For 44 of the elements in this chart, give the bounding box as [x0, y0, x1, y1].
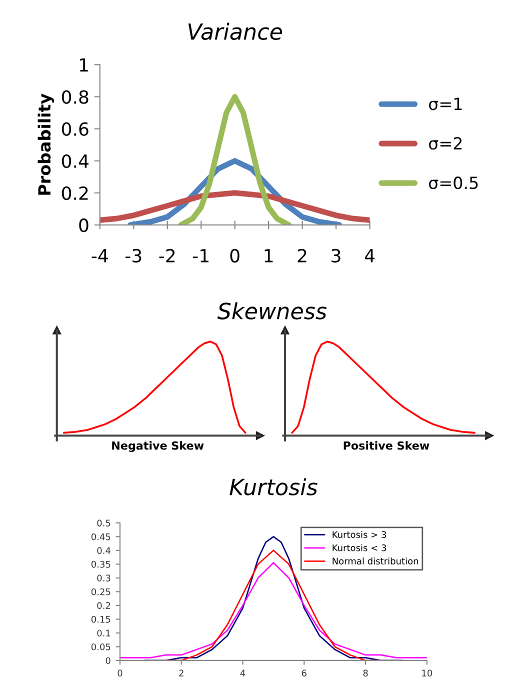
y-tick-label: 0: [106, 657, 110, 664]
y-tick-label: 1: [80, 58, 88, 72]
y-tick-label: 0.2: [62, 186, 88, 200]
chart-title: Variance: [188, 22, 282, 40]
x-tick-label: 1: [264, 249, 273, 262]
x-tick-label: -3: [126, 248, 142, 263]
y-tick-label: 0.3: [97, 574, 110, 582]
y-tick-label: 0.5: [97, 520, 110, 526]
y-tick-label: 0.05: [91, 643, 110, 650]
y-tick-label: 0.1: [97, 630, 110, 637]
x-tick-label: -4: [92, 249, 108, 262]
y-tick-label: 0: [79, 218, 88, 232]
y-tick-label: 0.8: [62, 90, 88, 104]
x-tick-label: 2: [298, 248, 306, 262]
chart-title: Kurtosis: [230, 478, 318, 496]
x-tick-label: 10: [422, 670, 432, 676]
x-axis-title: Negative Skew: [112, 441, 204, 452]
legend-label: Normal distribution: [332, 558, 418, 564]
y-tick-label: 0.15: [91, 616, 110, 623]
y-tick-label: 0.6: [62, 122, 88, 136]
x-tick-label: -1: [192, 249, 208, 262]
y-tick-label: 0.35: [91, 560, 110, 568]
y-tick-label: 0.25: [91, 588, 110, 596]
legend-label: σ=0.5: [429, 176, 478, 190]
y-tick-label: 0.2: [97, 602, 110, 609]
x-tick-label: 6: [302, 670, 306, 676]
chart-title: Skewness: [217, 302, 327, 320]
y-tick-label: 0.4: [62, 154, 88, 168]
y-tick-label: 0.4: [97, 547, 110, 554]
y-tick-label: 0.45: [91, 533, 110, 540]
legend-label: Kurtosis < 3: [332, 544, 386, 552]
legend-label: σ=1: [429, 98, 462, 110]
x-tick-label: 0: [118, 670, 122, 676]
x-tick-label: 8: [363, 670, 368, 676]
legend-label: σ=2: [429, 137, 462, 150]
x-tick-label: 4: [240, 670, 246, 676]
x-tick-label: 2: [179, 670, 184, 676]
legend-label: Kurtosis > 3: [332, 531, 386, 538]
x-axis-title: Positive Skew: [344, 441, 430, 450]
x-tick-label: 3: [332, 248, 340, 263]
y-axis-title: Probability: [38, 94, 54, 195]
x-tick-label: 0: [230, 248, 240, 263]
x-tick-label: 4: [364, 249, 374, 262]
x-tick-label: -2: [159, 248, 175, 262]
